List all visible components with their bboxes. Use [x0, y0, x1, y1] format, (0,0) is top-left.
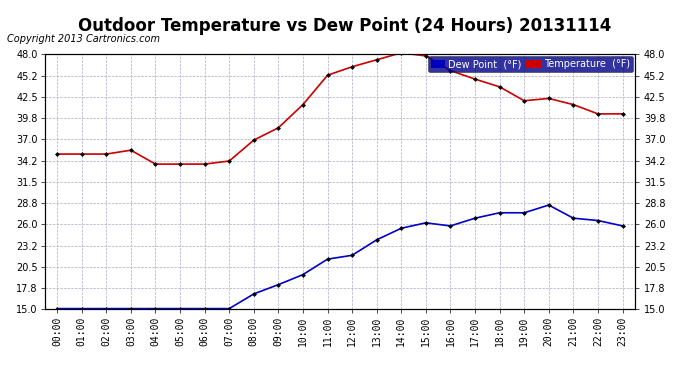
Text: Copyright 2013 Cartronics.com: Copyright 2013 Cartronics.com	[7, 34, 160, 44]
Legend: Dew Point  (°F), Temperature  (°F): Dew Point (°F), Temperature (°F)	[428, 56, 633, 72]
Text: Outdoor Temperature vs Dew Point (24 Hours) 20131114: Outdoor Temperature vs Dew Point (24 Hou…	[78, 17, 612, 35]
